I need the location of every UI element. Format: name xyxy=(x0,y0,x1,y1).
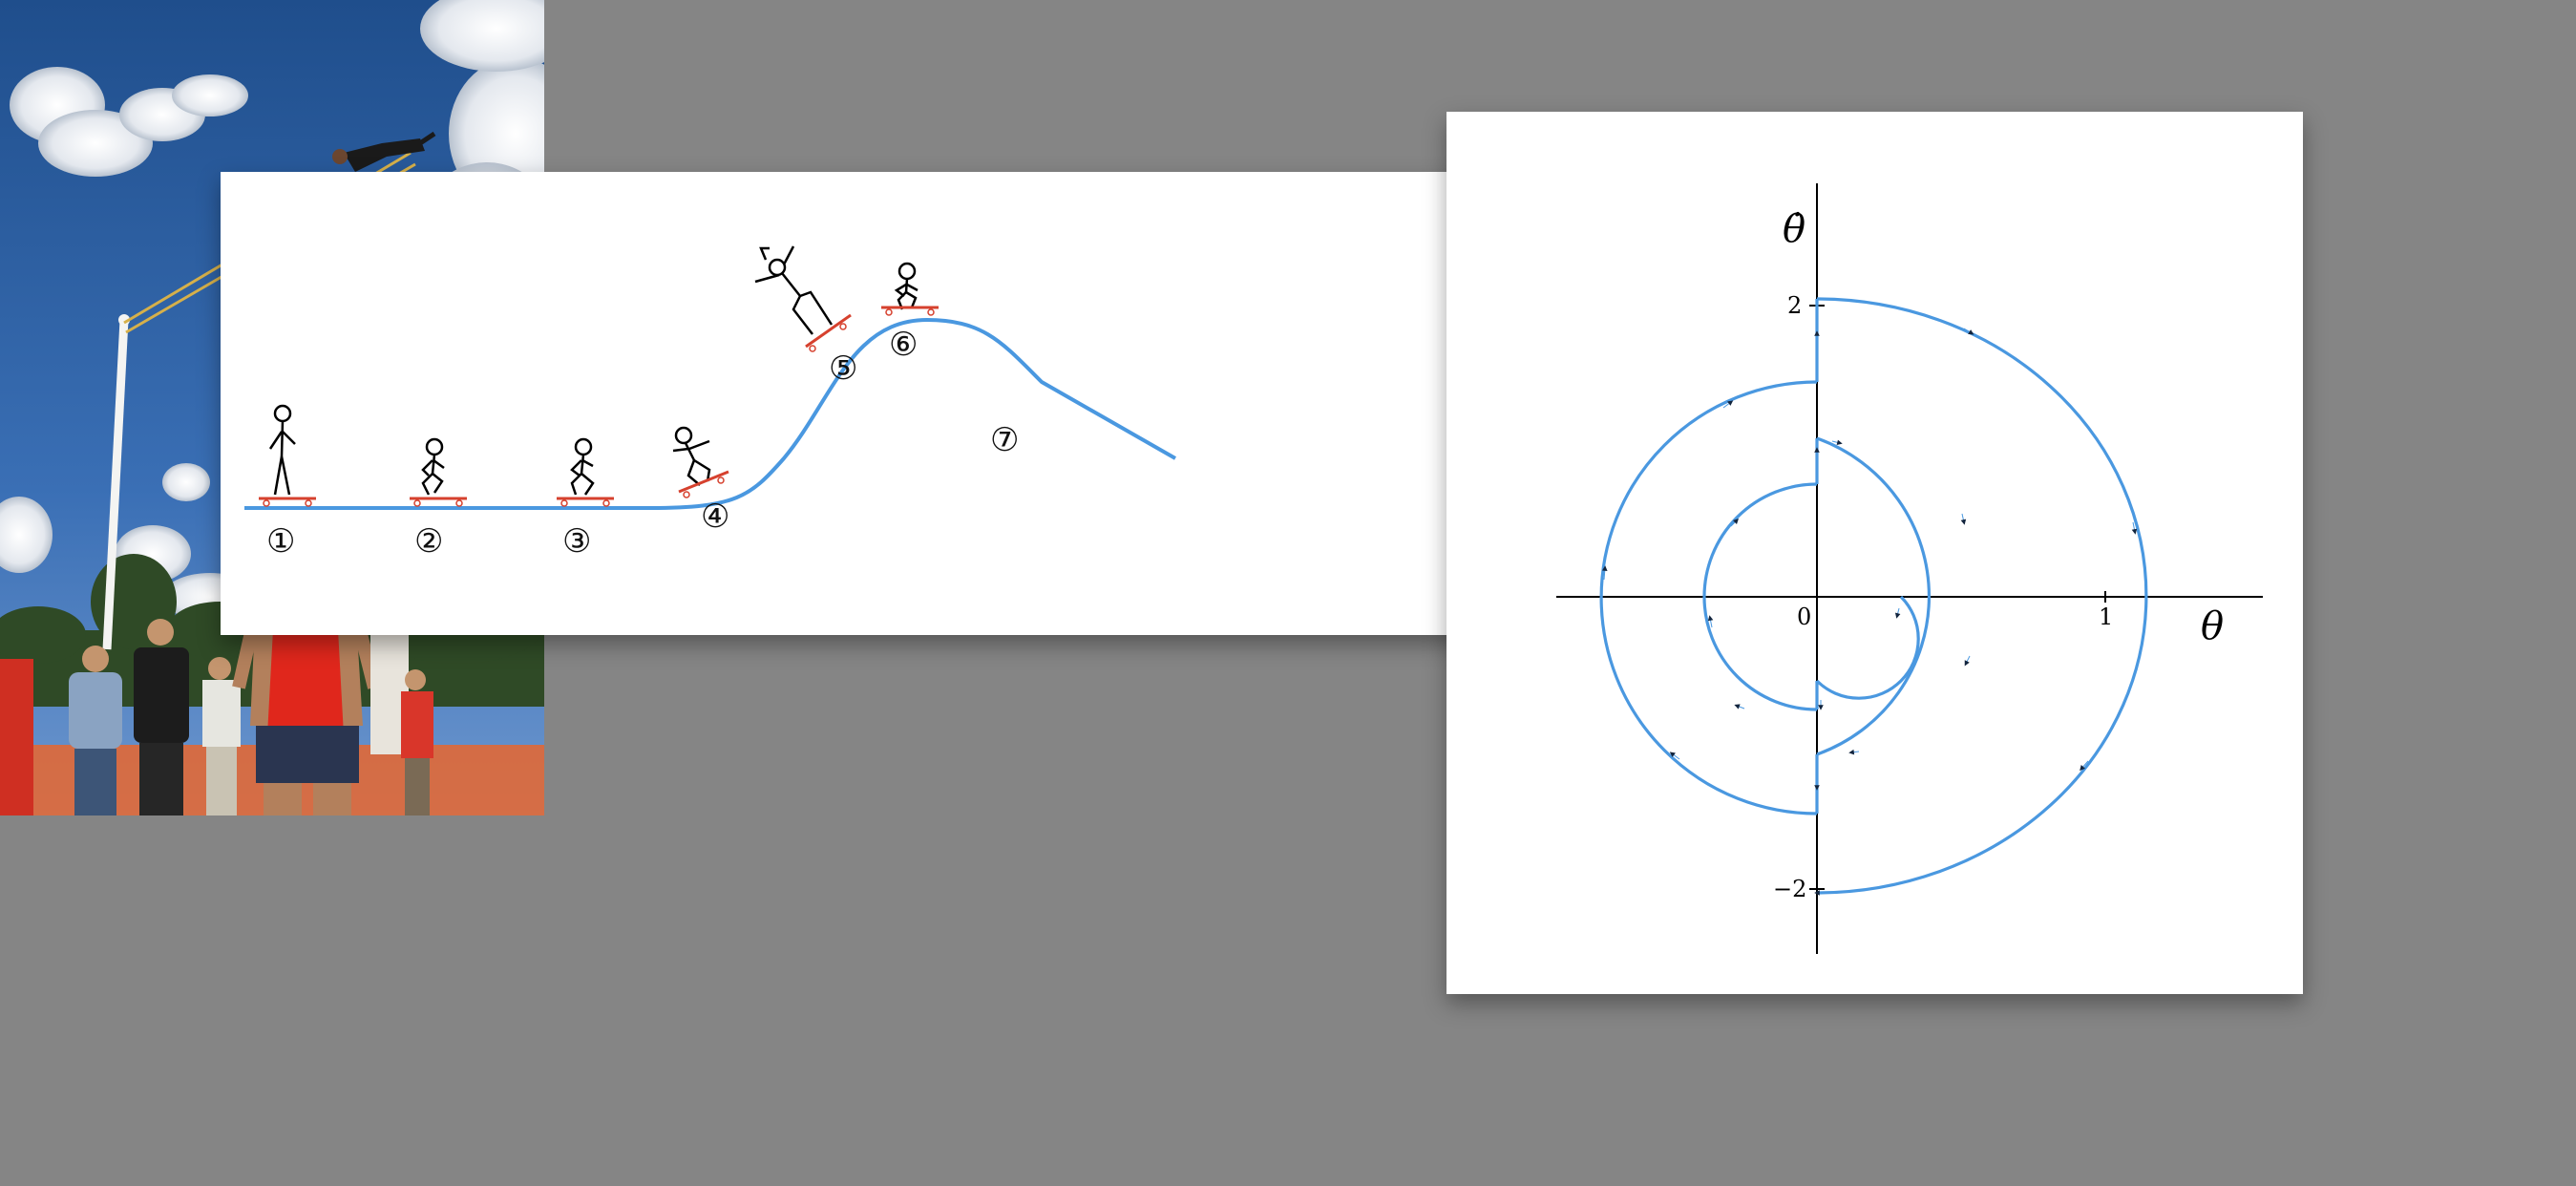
direction-arrow xyxy=(1831,439,1843,446)
spectator xyxy=(401,669,433,815)
direction-arrow xyxy=(1707,615,1714,628)
tick-label-neg2: −2 xyxy=(1773,876,1806,902)
y-axis-label: θ̇ xyxy=(1783,207,1805,251)
direction-arrow xyxy=(1734,704,1745,709)
skateboard-diagram-card: ① ② ③ ④ ⑤ ⑥ ⑦ xyxy=(221,172,1519,635)
stage-marker-5: ⑤ xyxy=(829,349,857,388)
cloud-small xyxy=(0,497,53,573)
direction-arrow xyxy=(1964,655,1971,667)
skater-figure-3 xyxy=(557,437,614,507)
stage-marker-1: ① xyxy=(266,522,295,561)
giant-swing-photo xyxy=(0,0,544,815)
skater-figure-6 xyxy=(881,262,939,316)
direction-arrow xyxy=(1963,328,1974,335)
direction-arrow xyxy=(2131,521,2138,535)
x-axis-label: θ xyxy=(2201,604,2224,648)
stage-marker-3: ③ xyxy=(562,522,591,561)
direction-arrow xyxy=(2080,760,2089,772)
tick-label-0: 0 xyxy=(1797,604,1811,630)
tick-label-2: 2 xyxy=(1787,292,1802,319)
tick-label-1: 1 xyxy=(2099,604,2113,630)
direction-arrow xyxy=(1960,513,1967,525)
direction-arrow xyxy=(1730,519,1739,527)
swinger xyxy=(332,131,436,172)
direction-arrow xyxy=(1722,400,1734,409)
direction-arrow xyxy=(1601,565,1608,581)
cloud-left xyxy=(10,67,248,177)
spectators xyxy=(0,533,433,815)
stage-marker-6: ⑥ xyxy=(889,326,918,364)
direction-arrow xyxy=(1669,752,1680,760)
skater-figure-1 xyxy=(259,404,316,507)
trajectory-arc-2 xyxy=(1816,436,1932,756)
cloud-small xyxy=(162,463,210,501)
spectator xyxy=(134,619,189,815)
stage-marker-7: ⑦ xyxy=(990,421,1019,459)
stage-marker-2: ② xyxy=(414,522,443,561)
stage-marker-4: ④ xyxy=(701,498,729,536)
trajectory-arc-3 xyxy=(1599,380,1818,815)
skater-figure-2 xyxy=(410,437,467,507)
phase-portrait: 0 1 2 −2 θ̇ θ xyxy=(1556,183,2263,954)
pole-top xyxy=(118,314,130,326)
ramp-curve xyxy=(244,317,1176,510)
spectator xyxy=(202,657,241,815)
phase-portrait-card: 0 1 2 −2 θ̇ θ xyxy=(1446,112,2303,994)
direction-arrow xyxy=(1894,607,1901,619)
skater-figure-5 xyxy=(754,245,852,352)
skateboard-diagram: ① ② ③ ④ ⑤ ⑥ ⑦ xyxy=(244,245,1176,561)
swing-pole xyxy=(102,319,129,650)
spectator xyxy=(69,646,122,815)
trajectory-arc-1 xyxy=(1702,482,1818,711)
skater-figure-4 xyxy=(672,426,729,498)
trajectory-inner-arc xyxy=(1815,595,1920,700)
